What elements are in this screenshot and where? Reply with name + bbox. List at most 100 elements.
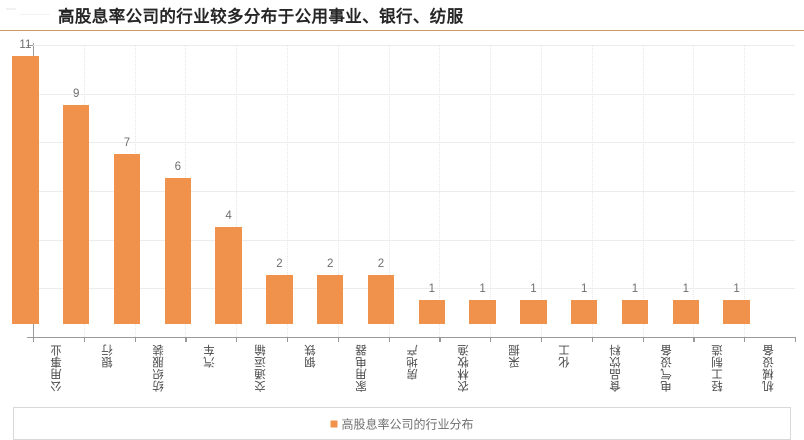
bar-series: 11 9 7 6 4 2 2 2 1 1 1 1 1 1 1 [0,32,762,324]
bar-column: 1 [711,32,762,324]
bar-column: 11 [0,32,51,324]
y-tick-mark [27,45,33,47]
x-axis-label: 化工 [559,344,572,368]
bar-value-label: 1 [733,282,740,295]
title-divider [0,30,804,31]
x-tick-mark [591,337,593,342]
vertical-gridline [642,45,645,337]
gridline [33,142,795,144]
bar-column: 1 [406,32,457,324]
bar[interactable] [621,299,649,324]
x-axis-label: 电气设备 [661,344,673,392]
x-tick-mark [33,337,35,342]
gridline [33,45,795,46]
bar-value-label: 1 [580,282,588,295]
bar-column: 2 [356,32,407,324]
x-axis-label: 交通运输 [254,344,267,392]
bar-column: 9 [51,32,102,324]
bar[interactable] [266,275,293,324]
x-axis-line [33,337,795,339]
x-axis-label: 采掘 [508,344,521,368]
plot-gridlines [33,45,795,337]
x-axis-label: 纺织服装 [153,344,165,392]
bar[interactable] [113,153,141,324]
bar[interactable] [62,105,90,324]
page-title: 高股息率公司的行业较多分布于公用事业、银行、纺服 [58,8,464,26]
bar-column: 1 [508,32,559,324]
x-tick-mark [236,337,238,342]
vertical-gridline [591,45,594,337]
bar[interactable] [12,56,39,324]
x-axis-labels: 公用事业 银行 纺织服装 汽车 交通运输 钢铁 家用电器 房地产 农林牧渔 采掘 化工 食品饮料 电气设… [33,344,795,406]
legend-item[interactable]: 高股息率公司的行业分布 [330,415,474,432]
x-tick-mark [185,337,187,342]
chart-header: 高股息率公司的行业较多分布于公用事业、银行、纺服 [0,0,804,30]
x-tick-mark [83,337,85,342]
bar-value-label: 6 [174,161,181,173]
bar-column: 4 [203,32,254,324]
bar-value-label: 2 [377,258,385,271]
x-tick-mark [693,337,695,342]
vertical-gridline [541,45,543,337]
bar[interactable] [418,299,445,324]
x-axis-label: 汽车 [203,344,216,368]
bar[interactable] [570,299,598,324]
vertical-gridline [744,45,746,337]
bar-column: 2 [305,32,356,324]
bar[interactable] [316,275,344,324]
x-axis-label: 家用电器 [356,344,369,392]
bar-column: 7 [102,32,153,324]
bar-column: 6 [152,32,203,324]
vertical-gridline [287,45,289,337]
gridline [33,239,795,241]
bar-column: 1 [660,32,711,324]
vertical-gridline [490,45,492,337]
bar-value-label: 4 [225,209,232,222]
bar[interactable] [164,178,191,324]
x-tick-mark [287,337,289,342]
x-axis-label: 农林牧渔 [457,344,470,392]
bar-value-label: 7 [123,136,131,149]
bar-value-label: 2 [276,258,283,271]
x-tick-mark [134,337,136,342]
bar-value-label: 1 [428,282,435,295]
legend: 高股息率公司的行业分布 [13,407,791,440]
vertical-gridline [439,45,441,337]
x-tick-mark [490,337,492,342]
bar[interactable] [520,299,547,324]
y-tick-mark [27,337,33,339]
bar[interactable] [215,226,242,324]
bar-value-label: 9 [72,88,80,100]
x-tick-mark [439,337,441,342]
decorative-marks [6,8,50,22]
bar-column: 1 [559,32,610,324]
vertical-gridline [388,45,391,337]
bar-value-label: 11 [19,39,32,52]
legend-swatch-icon [330,420,338,427]
bar-value-label: 1 [631,282,639,295]
bar-value-label: 1 [479,282,486,295]
gridline [33,288,795,290]
bar-column: 2 [254,32,305,324]
bar[interactable] [367,275,395,324]
vertical-gridline [337,45,340,337]
x-tick-mark [541,337,543,342]
x-axis-label: 房地产 [407,344,419,380]
bar-value-label: 1 [530,282,537,295]
bar[interactable] [469,299,496,324]
x-axis-label: 银行 [102,344,115,368]
x-tick-mark [795,337,797,342]
bar-column: 1 [610,32,661,324]
gridline [33,191,795,192]
x-tick-mark [744,337,746,342]
x-axis-label: 公用事业 [51,344,64,392]
x-tick-mark [388,337,390,342]
bar[interactable] [723,299,750,324]
bar-column: 1 [457,32,508,324]
x-axis-label: 食品饮料 [610,344,623,392]
x-axis-label: 钢铁 [305,344,318,368]
x-axis-label: 轻工制造 [711,344,724,392]
bar-value-label: 1 [682,282,689,295]
bar[interactable] [672,299,699,324]
